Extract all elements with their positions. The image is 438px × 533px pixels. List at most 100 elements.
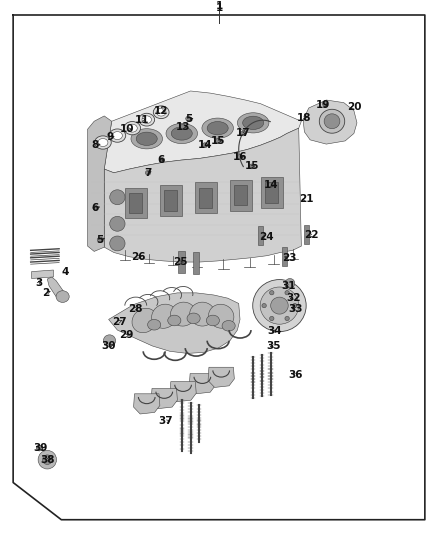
Ellipse shape	[168, 315, 181, 326]
Ellipse shape	[285, 279, 295, 288]
Ellipse shape	[171, 127, 192, 140]
Ellipse shape	[95, 136, 111, 149]
Polygon shape	[134, 394, 160, 414]
Ellipse shape	[136, 132, 157, 146]
Ellipse shape	[243, 116, 264, 130]
Ellipse shape	[253, 280, 306, 332]
Ellipse shape	[152, 304, 177, 328]
Polygon shape	[104, 91, 301, 173]
Text: 1: 1	[215, 1, 223, 11]
Text: 33: 33	[288, 304, 303, 314]
Ellipse shape	[42, 455, 52, 464]
Text: 18: 18	[297, 112, 312, 123]
Ellipse shape	[322, 101, 328, 107]
Polygon shape	[303, 100, 357, 144]
Ellipse shape	[285, 317, 289, 321]
Bar	[164, 190, 177, 211]
Bar	[304, 225, 309, 244]
Ellipse shape	[260, 287, 299, 324]
Text: 14: 14	[198, 140, 212, 150]
Text: 36: 36	[288, 370, 303, 379]
Text: 1: 1	[215, 3, 223, 13]
Ellipse shape	[268, 183, 273, 188]
Text: 23: 23	[282, 253, 297, 263]
Text: 29: 29	[119, 330, 133, 341]
Ellipse shape	[159, 158, 165, 163]
Text: 32: 32	[286, 293, 301, 303]
Ellipse shape	[148, 319, 161, 330]
Text: 30: 30	[101, 341, 116, 351]
Text: 27: 27	[112, 317, 127, 327]
Ellipse shape	[269, 317, 274, 321]
Polygon shape	[88, 116, 112, 252]
Ellipse shape	[206, 315, 219, 326]
Bar	[199, 188, 212, 208]
Text: 13: 13	[176, 122, 191, 132]
Ellipse shape	[93, 205, 98, 210]
Ellipse shape	[56, 290, 69, 302]
Text: 15: 15	[244, 161, 259, 172]
Bar	[265, 182, 278, 203]
Ellipse shape	[170, 302, 196, 326]
Ellipse shape	[202, 143, 208, 148]
Ellipse shape	[127, 124, 137, 132]
Ellipse shape	[237, 155, 243, 159]
Ellipse shape	[240, 131, 246, 136]
Text: 24: 24	[259, 231, 274, 241]
Polygon shape	[151, 389, 177, 409]
Bar	[129, 193, 142, 213]
Polygon shape	[189, 374, 215, 394]
Ellipse shape	[180, 124, 186, 129]
Text: 11: 11	[135, 115, 150, 125]
Text: 16: 16	[233, 152, 247, 162]
Ellipse shape	[190, 302, 215, 326]
Text: 22: 22	[304, 230, 319, 240]
Ellipse shape	[142, 116, 152, 124]
Bar	[125, 188, 147, 219]
Ellipse shape	[110, 216, 125, 231]
Ellipse shape	[271, 297, 288, 314]
Bar	[193, 253, 199, 274]
Bar	[195, 182, 217, 213]
Ellipse shape	[156, 108, 166, 116]
Text: 3: 3	[35, 278, 42, 288]
Ellipse shape	[110, 190, 125, 205]
Text: 10: 10	[120, 124, 134, 134]
Ellipse shape	[153, 106, 169, 119]
Text: 39: 39	[33, 443, 47, 453]
Ellipse shape	[285, 290, 289, 295]
Ellipse shape	[249, 164, 254, 169]
Ellipse shape	[208, 304, 234, 328]
Polygon shape	[47, 277, 65, 300]
Text: 6: 6	[92, 203, 99, 213]
Text: 15: 15	[211, 136, 226, 146]
Text: 17: 17	[236, 128, 251, 139]
Ellipse shape	[293, 303, 297, 308]
Text: 9: 9	[107, 132, 114, 142]
Ellipse shape	[98, 139, 108, 147]
Ellipse shape	[109, 129, 126, 142]
Text: 25: 25	[173, 257, 188, 267]
Ellipse shape	[132, 308, 157, 333]
Text: 21: 21	[299, 195, 314, 204]
Ellipse shape	[202, 118, 233, 138]
Polygon shape	[208, 367, 234, 387]
Ellipse shape	[262, 303, 266, 308]
Text: 8: 8	[92, 140, 99, 150]
Text: 31: 31	[281, 281, 296, 291]
Text: 35: 35	[266, 341, 281, 351]
Ellipse shape	[207, 122, 228, 135]
Bar	[230, 180, 252, 211]
Bar	[160, 185, 182, 216]
Polygon shape	[109, 293, 240, 353]
Bar	[234, 185, 247, 205]
Bar	[258, 226, 263, 245]
Ellipse shape	[131, 128, 162, 149]
Text: 6: 6	[158, 155, 165, 165]
Text: 37: 37	[158, 416, 173, 426]
Ellipse shape	[38, 450, 57, 469]
Ellipse shape	[113, 132, 122, 140]
Text: 19: 19	[316, 100, 330, 110]
Text: 2: 2	[42, 288, 49, 298]
Text: 34: 34	[268, 326, 283, 336]
